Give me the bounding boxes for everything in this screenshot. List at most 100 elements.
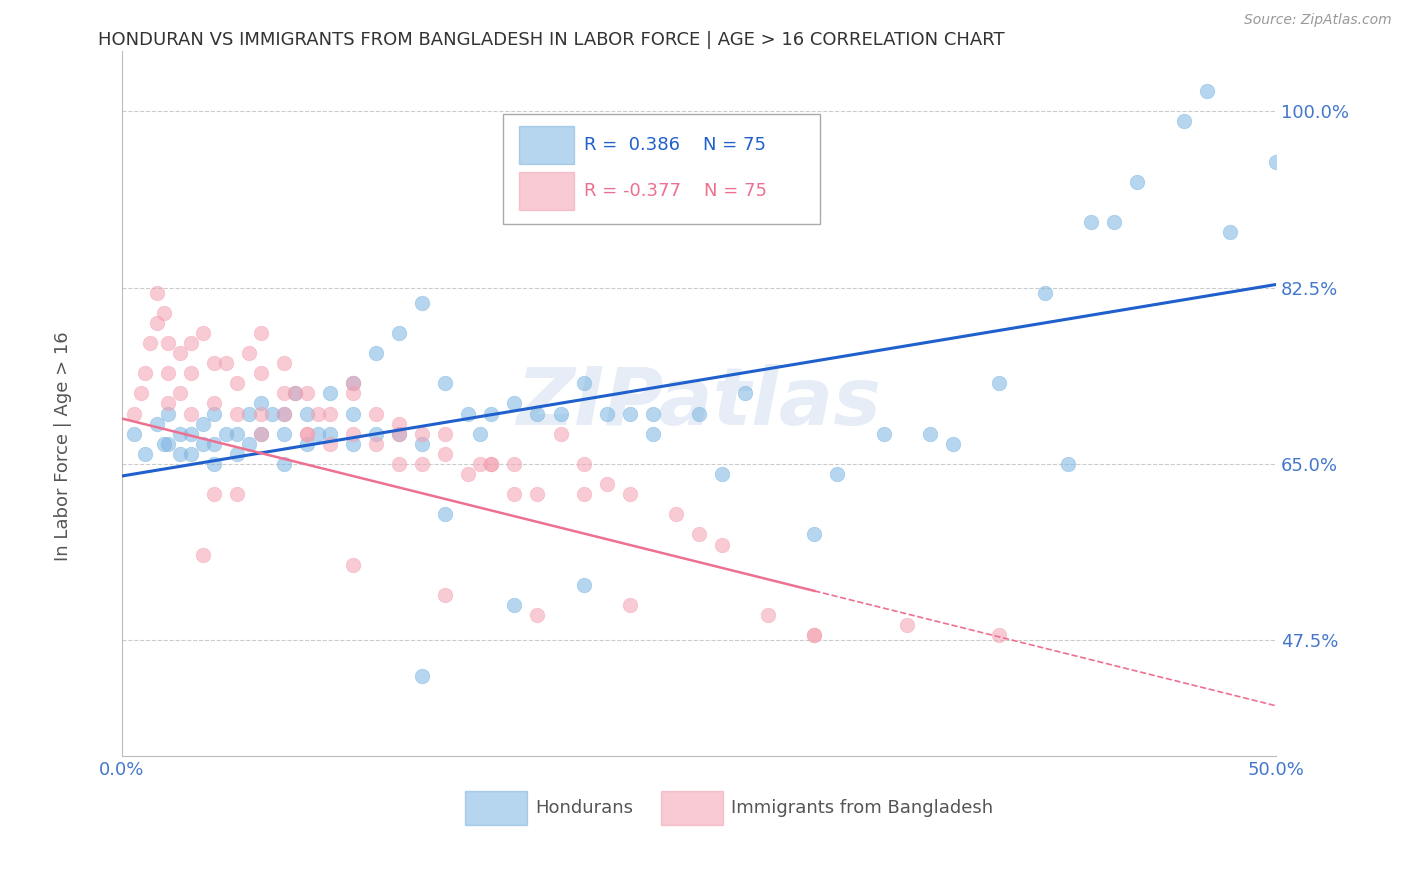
Point [342, 558, 364, 572]
Point [152, 306, 174, 320]
Point [411, 436, 433, 450]
Point [1057, 457, 1080, 471]
Point [827, 467, 849, 481]
Point [342, 426, 364, 441]
Point [238, 436, 260, 450]
Point [249, 396, 271, 410]
Text: In Labor Force | Age > 16: In Labor Force | Age > 16 [55, 331, 72, 561]
Point [307, 407, 329, 421]
Point [249, 407, 271, 421]
Point [641, 426, 664, 441]
Point [249, 326, 271, 340]
Point [180, 447, 202, 461]
Point [180, 426, 202, 441]
Point [550, 426, 572, 441]
Point [284, 386, 307, 401]
Point [319, 426, 342, 441]
Point [1195, 84, 1218, 98]
Point [468, 457, 491, 471]
Point [665, 508, 688, 522]
Point [202, 356, 225, 370]
Point [342, 407, 364, 421]
Point [896, 618, 918, 632]
Point [388, 457, 411, 471]
Point [619, 407, 641, 421]
Point [1173, 114, 1195, 128]
Point [503, 396, 526, 410]
Text: HONDURAN VS IMMIGRANTS FROM BANGLADESH IN LABOR FORCE | AGE > 16 CORRELATION CHA: HONDURAN VS IMMIGRANTS FROM BANGLADESH I… [98, 31, 1005, 49]
Point [134, 447, 156, 461]
Point [1126, 175, 1149, 189]
Point [1080, 215, 1102, 229]
Point [479, 457, 502, 471]
Point [364, 436, 387, 450]
Point [572, 376, 595, 391]
Point [169, 447, 191, 461]
Point [1033, 285, 1056, 300]
Point [550, 407, 572, 421]
Point [202, 487, 225, 501]
Point [226, 426, 249, 441]
Point [434, 447, 457, 461]
Point [1265, 154, 1288, 169]
Point [319, 407, 342, 421]
Point [215, 426, 238, 441]
Point [364, 407, 387, 421]
Point [169, 346, 191, 360]
Point [596, 477, 619, 491]
Point [503, 487, 526, 501]
Point [157, 366, 180, 380]
Point [249, 366, 271, 380]
Point [226, 447, 249, 461]
Point [572, 457, 595, 471]
Point [803, 628, 825, 642]
Point [157, 407, 180, 421]
Point [942, 436, 965, 450]
Text: Hondurans: Hondurans [536, 799, 633, 817]
Point [479, 407, 502, 421]
Point [180, 407, 202, 421]
Point [157, 335, 180, 350]
Point [342, 386, 364, 401]
Point [596, 407, 619, 421]
Point [215, 356, 238, 370]
Point [342, 376, 364, 391]
Point [295, 407, 318, 421]
Point [307, 426, 329, 441]
Point [139, 335, 162, 350]
Point [803, 527, 825, 541]
Point [129, 386, 152, 401]
Point [457, 467, 479, 481]
Point [319, 386, 342, 401]
Point [479, 457, 502, 471]
Point [152, 436, 174, 450]
Point [918, 426, 941, 441]
Point [157, 436, 180, 450]
Point [226, 487, 249, 501]
Point [641, 407, 664, 421]
Point [202, 457, 225, 471]
Point [191, 436, 214, 450]
Text: R =  0.386    N = 75: R = 0.386 N = 75 [583, 136, 766, 153]
Point [191, 417, 214, 431]
Point [180, 335, 202, 350]
Point [295, 386, 318, 401]
Text: Immigrants from Bangladesh: Immigrants from Bangladesh [731, 799, 994, 817]
Point [1104, 215, 1126, 229]
Point [434, 508, 457, 522]
FancyBboxPatch shape [503, 114, 820, 224]
Point [273, 386, 295, 401]
Point [157, 396, 180, 410]
Point [526, 407, 548, 421]
Point [434, 588, 457, 602]
Point [411, 426, 433, 441]
Point [226, 407, 249, 421]
Point [273, 407, 295, 421]
Point [145, 417, 167, 431]
Point [468, 426, 491, 441]
Text: R = -0.377    N = 75: R = -0.377 N = 75 [583, 182, 766, 200]
Point [169, 386, 191, 401]
Point [273, 457, 295, 471]
Point [191, 548, 214, 562]
Point [273, 426, 295, 441]
